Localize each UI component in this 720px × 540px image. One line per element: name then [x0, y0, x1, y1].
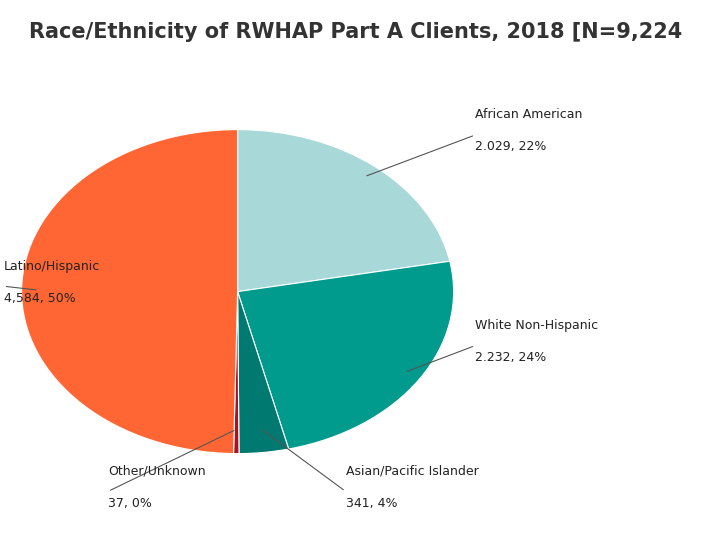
Wedge shape [238, 261, 454, 449]
Text: Race/Ethnicity of RWHAP Part A Clients, 2018 [N=9,224: Race/Ethnicity of RWHAP Part A Clients, … [29, 22, 682, 42]
Text: 37, 0%: 37, 0% [108, 497, 152, 510]
Text: 2.232, 24%: 2.232, 24% [475, 351, 546, 364]
Wedge shape [22, 130, 238, 454]
Text: 341, 4%: 341, 4% [346, 497, 397, 510]
Text: 4,584, 50%: 4,584, 50% [4, 292, 76, 305]
Text: Latino/Hispanic: Latino/Hispanic [4, 260, 100, 273]
Wedge shape [238, 292, 289, 454]
Text: African American: African American [475, 109, 582, 122]
Text: White Non-Hispanic: White Non-Hispanic [475, 319, 598, 332]
Wedge shape [238, 130, 450, 292]
Text: Other/Unknown: Other/Unknown [108, 465, 206, 478]
Wedge shape [233, 292, 239, 454]
Text: Asian/Pacific Islander: Asian/Pacific Islander [346, 465, 478, 478]
Text: 2.029, 22%: 2.029, 22% [475, 140, 546, 153]
